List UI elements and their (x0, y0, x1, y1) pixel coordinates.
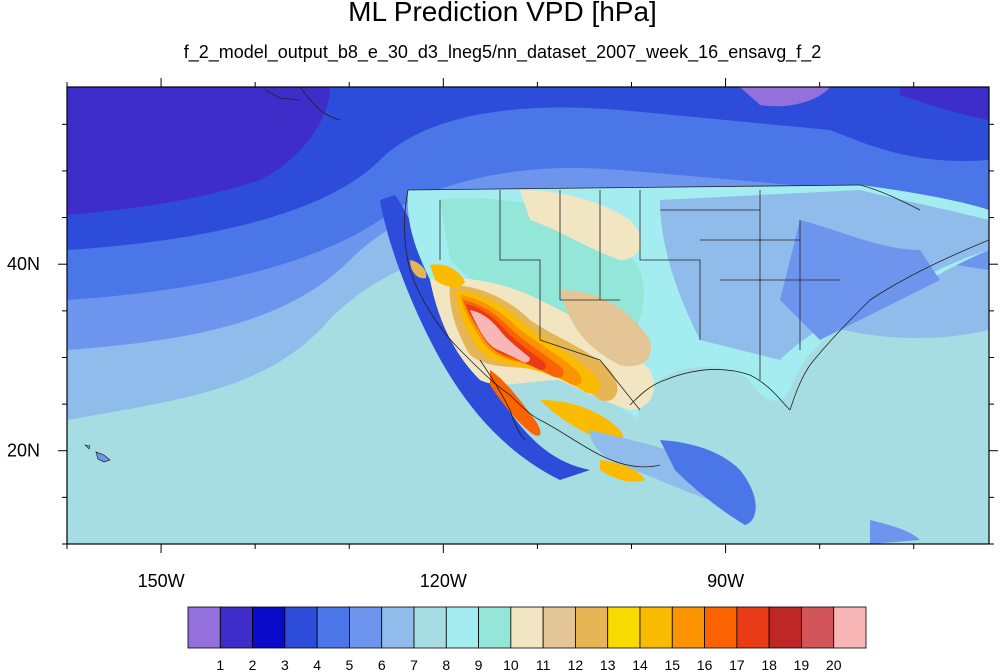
colorbar-label: 15 (664, 657, 680, 672)
colorbar-swatch (445, 606, 479, 649)
x-tick-label: 150W (138, 571, 185, 591)
colorbar-label: 12 (568, 657, 584, 672)
x-tick-label: 90W (707, 571, 744, 591)
colorbar-swatch (413, 606, 447, 649)
colorbar-label: 20 (826, 657, 842, 672)
colorbar-swatch (704, 606, 738, 649)
colorbar-swatch (252, 606, 286, 649)
colorbar-label: 2 (249, 657, 257, 672)
colorbar-label: 9 (475, 657, 483, 672)
colorbar-swatch (510, 606, 544, 649)
colorbar-label: 11 (536, 657, 551, 672)
colorbar-swatch (801, 606, 835, 649)
colorbar-label: 19 (794, 657, 810, 672)
colorbar-swatch (542, 606, 576, 649)
colorbar-swatch (284, 606, 318, 649)
colorbar-label: 10 (503, 657, 519, 672)
colorbar-swatch (316, 606, 350, 649)
colorbar-label: 1 (216, 657, 224, 672)
colorbar-label: 14 (632, 657, 648, 672)
map-subtitle: f_2_model_output_b8_e_30_d3_lneg5/nn_dat… (183, 42, 822, 62)
colorbar-label: 6 (378, 657, 386, 672)
colorbar-swatch (639, 606, 673, 649)
colorbar-label: 8 (442, 657, 450, 672)
colorbar-swatch (575, 606, 609, 649)
colorbar-swatch (381, 606, 415, 649)
vpd-field (67, 87, 989, 544)
map-title: ML Prediction VPD [hPa] (348, 0, 657, 27)
axis-tick-labels: 150W 120W 90W 40N 20N (7, 254, 744, 591)
colorbar-label: 5 (346, 657, 354, 672)
colorbar-swatch (768, 606, 802, 649)
colorbar (187, 606, 867, 649)
colorbar-swatch (736, 606, 770, 649)
colorbar-labels: 1 2 3 4 5 6 7 8 9 10 11 12 13 14 15 16 17 18 19 20 (216, 657, 841, 672)
x-tick-label: 120W (420, 571, 467, 591)
colorbar-label: 18 (761, 657, 777, 672)
y-tick-label: 20N (7, 441, 40, 461)
axis-ticks (58, 78, 998, 553)
colorbar-swatch (219, 606, 253, 649)
colorbar-swatch (833, 606, 867, 649)
colorbar-label: 16 (697, 657, 713, 672)
colorbar-label: 4 (313, 657, 321, 672)
colorbar-swatch (187, 606, 221, 649)
colorbar-label: 3 (281, 657, 289, 672)
colorbar-swatch (478, 606, 512, 649)
map-boundaries (264, 87, 989, 468)
colorbar-swatch (607, 606, 641, 649)
map-frame (66, 86, 990, 545)
y-tick-label: 40N (7, 254, 40, 274)
colorbar-label: 7 (410, 657, 418, 672)
colorbar-swatch (671, 606, 705, 649)
colorbar-label: 13 (600, 657, 616, 672)
colorbar-label: 17 (729, 657, 745, 672)
colorbar-swatch (349, 606, 383, 649)
